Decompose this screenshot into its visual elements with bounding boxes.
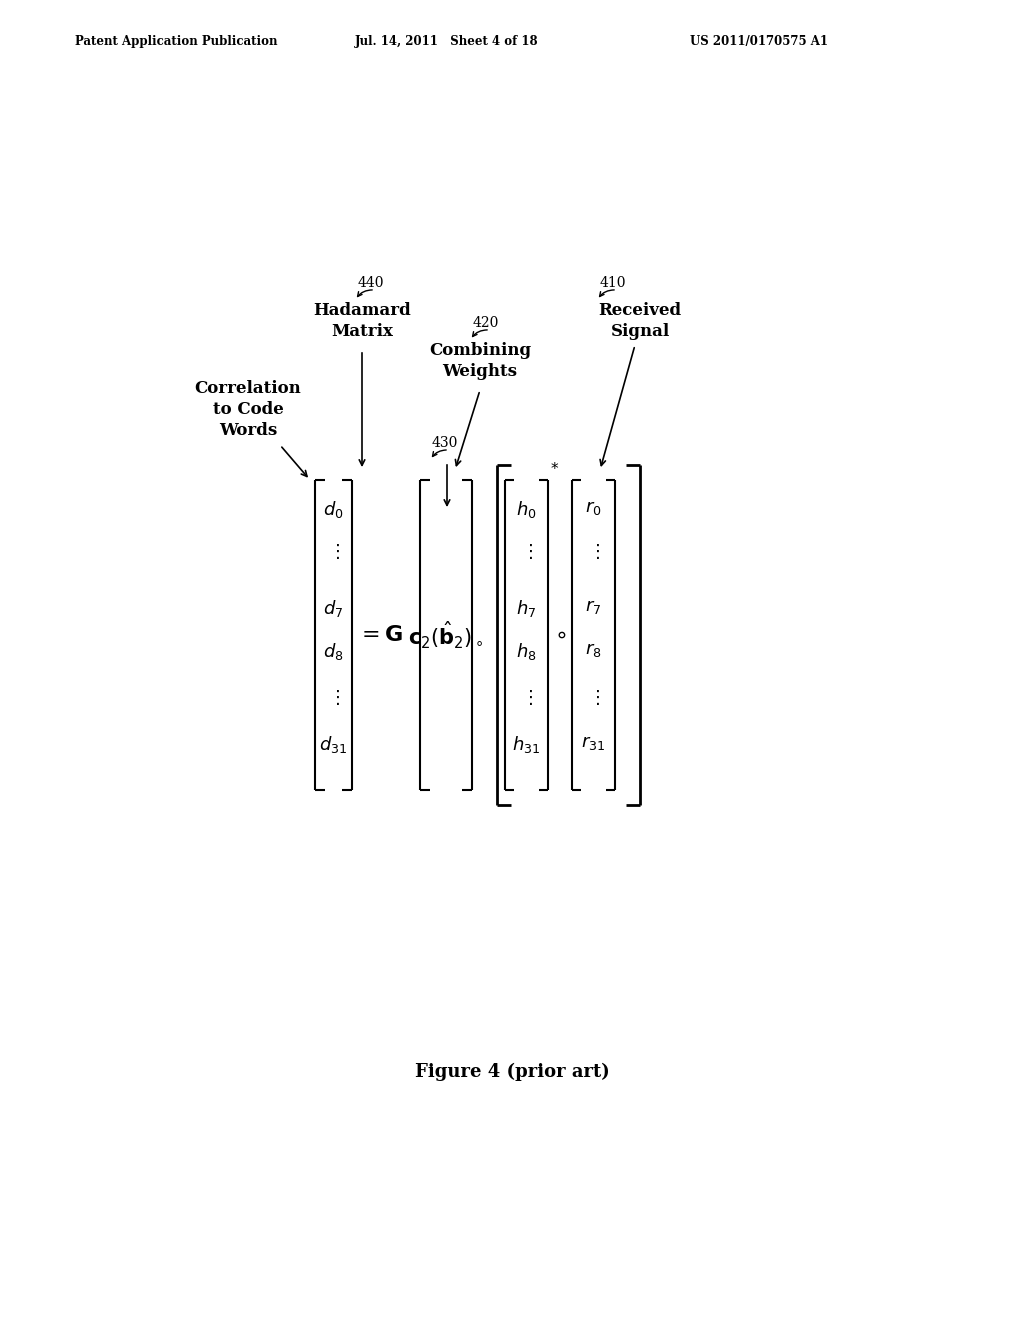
Text: $\vdots$: $\vdots$ <box>520 543 532 561</box>
Text: $h_8$: $h_8$ <box>516 642 537 663</box>
Text: Figure 4 (prior art): Figure 4 (prior art) <box>415 1063 609 1081</box>
Text: Correlation
to Code
Words: Correlation to Code Words <box>195 380 301 438</box>
Text: $\circ$: $\circ$ <box>554 624 566 645</box>
Text: $h_0$: $h_0$ <box>516 499 537 520</box>
Text: $h_7$: $h_7$ <box>516 598 537 619</box>
Text: $d_0$: $d_0$ <box>324 499 344 520</box>
Text: Combining
Weights: Combining Weights <box>429 342 531 380</box>
Text: $=\mathbf{G}$: $=\mathbf{G}$ <box>357 624 402 645</box>
Text: $\vdots$: $\vdots$ <box>328 543 339 561</box>
Text: $*$: $*$ <box>550 461 559 475</box>
Text: 440: 440 <box>358 276 384 290</box>
Text: Patent Application Publication: Patent Application Publication <box>75 36 278 48</box>
Text: $r_0$: $r_0$ <box>585 499 602 516</box>
Text: $\vdots$: $\vdots$ <box>328 688 339 706</box>
Text: $d_{31}$: $d_{31}$ <box>319 734 348 755</box>
Text: 430: 430 <box>432 436 459 450</box>
Text: 410: 410 <box>600 276 627 290</box>
Text: $\mathbf{c}_2(\hat{\mathbf{b}}_2)_\circ$: $\mathbf{c}_2(\hat{\mathbf{b}}_2)_\circ$ <box>409 619 484 651</box>
Text: $r_7$: $r_7$ <box>586 598 602 616</box>
Text: 420: 420 <box>473 315 500 330</box>
Text: US 2011/0170575 A1: US 2011/0170575 A1 <box>690 36 828 48</box>
Text: Received
Signal: Received Signal <box>598 302 682 339</box>
Text: Jul. 14, 2011   Sheet 4 of 18: Jul. 14, 2011 Sheet 4 of 18 <box>355 36 539 48</box>
Text: $r_8$: $r_8$ <box>585 642 602 659</box>
Text: $\vdots$: $\vdots$ <box>588 688 599 706</box>
Text: $\vdots$: $\vdots$ <box>520 688 532 706</box>
Text: $r_{31}$: $r_{31}$ <box>582 734 605 752</box>
Text: $d_7$: $d_7$ <box>324 598 344 619</box>
Text: $h_{31}$: $h_{31}$ <box>512 734 541 755</box>
Text: $d_8$: $d_8$ <box>324 642 344 663</box>
Text: Hadamard
Matrix: Hadamard Matrix <box>313 302 411 339</box>
Text: $\vdots$: $\vdots$ <box>588 543 599 561</box>
